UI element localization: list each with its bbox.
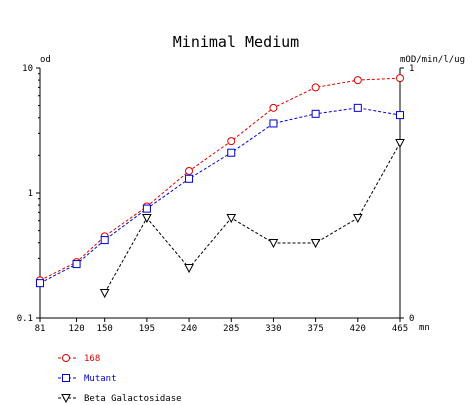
legend-label: 168 — [84, 354, 100, 364]
y-left-tick-label: 10 — [22, 64, 33, 74]
x-tick-label: 150 — [97, 324, 113, 334]
data-point — [99, 289, 110, 299]
x-tick-label: 240 — [181, 324, 197, 334]
y-left-tick-label: 1 — [28, 189, 33, 199]
x-axis-label: mn — [419, 323, 430, 333]
legend-label: Mutant — [84, 374, 117, 384]
data-point — [227, 137, 236, 146]
legend-label: Beta Galactosidase — [84, 394, 182, 404]
x-tick-label: 285 — [223, 324, 239, 334]
data-point — [268, 239, 279, 249]
x-tick-label: 195 — [139, 324, 155, 334]
data-point — [396, 111, 404, 120]
legend-item: 168 — [58, 354, 100, 364]
y-right-tick-label: 1 — [409, 64, 414, 74]
data-point — [142, 214, 152, 224]
data-point — [184, 264, 194, 274]
x-tick-label: 330 — [265, 324, 281, 334]
data-point — [142, 204, 151, 213]
x-tick-label: 120 — [68, 324, 84, 334]
chart-title: Minimal Medium — [173, 33, 299, 51]
data-point — [311, 109, 320, 118]
data-point — [353, 76, 362, 85]
series-1 — [36, 103, 404, 288]
x-tick-label: 420 — [350, 324, 366, 334]
series-line — [39, 107, 401, 284]
y-right-axis-label: mOD/min/l/ug — [400, 55, 465, 65]
data-point — [185, 174, 194, 183]
data-point — [310, 239, 321, 249]
y-left-axis-label: od — [40, 55, 51, 65]
series-2 — [99, 139, 405, 299]
data-point — [353, 103, 362, 112]
x-tick-label: 375 — [307, 324, 323, 334]
series-0 — [36, 74, 404, 285]
legend-marker — [61, 394, 71, 404]
x-tick-group: 81 120 150 195 240 285 330 375 420 465 — [35, 318, 408, 334]
data-point — [100, 236, 109, 245]
data-point — [185, 166, 194, 175]
data-point — [395, 139, 405, 149]
x-tick-label: 465 — [392, 324, 408, 334]
data-point — [311, 83, 320, 92]
data-point — [226, 214, 237, 224]
legend-marker — [62, 354, 70, 362]
legend-item: Beta Galactosidase — [58, 394, 182, 404]
y-right-tick-label: 0 — [409, 314, 414, 324]
y-right-tick-group: 01 — [400, 64, 414, 324]
x-tick-label: 81 — [35, 324, 46, 334]
series-line — [104, 142, 401, 294]
series-group — [36, 74, 405, 299]
data-point — [352, 214, 363, 224]
data-point — [227, 148, 236, 157]
legend-marker — [62, 374, 70, 382]
legend: 168 Mutant Beta Galactosidase — [58, 354, 182, 404]
data-point — [36, 279, 44, 288]
series-line — [39, 77, 401, 281]
data-point — [396, 74, 404, 83]
data-point — [72, 260, 81, 269]
data-point — [269, 119, 278, 128]
data-point — [269, 103, 278, 112]
y-left-tick-label: 0.1 — [17, 314, 33, 324]
legend-item: Mutant — [58, 374, 117, 384]
